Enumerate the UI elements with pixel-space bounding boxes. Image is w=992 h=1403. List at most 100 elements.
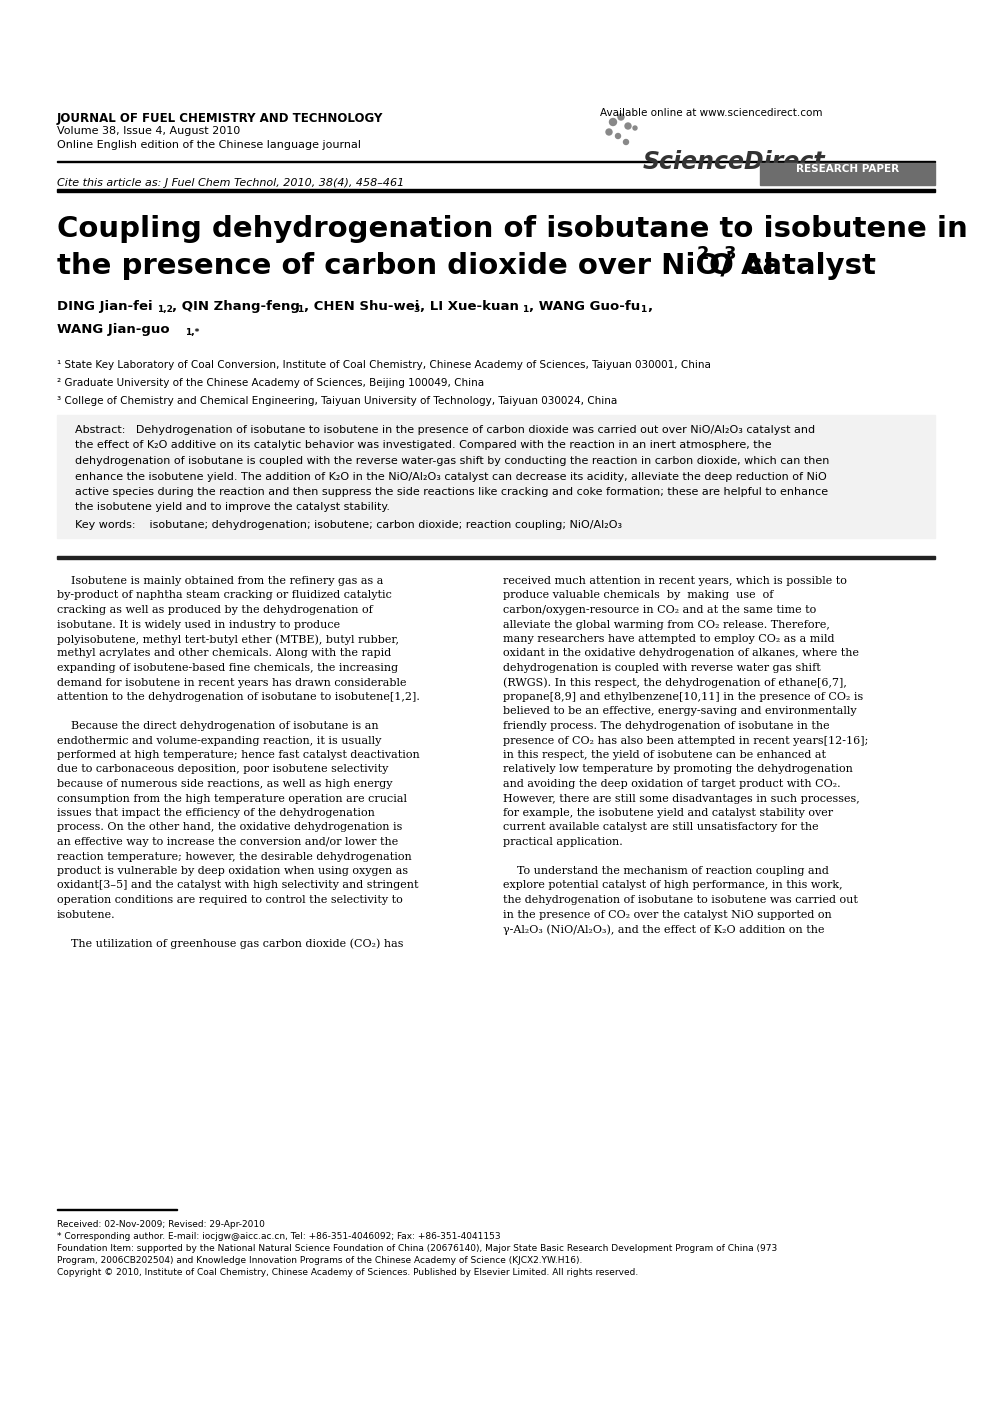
Text: dehydrogenation of isobutane is coupled with the reverse water-gas shift by cond: dehydrogenation of isobutane is coupled … [75, 456, 829, 466]
Text: Online English edition of the Chinese language journal: Online English edition of the Chinese la… [57, 140, 361, 150]
Text: ³ College of Chemistry and Chemical Engineering, Taiyuan University of Technolog: ³ College of Chemistry and Chemical Engi… [57, 396, 617, 405]
Text: (RWGS). In this respect, the dehydrogenation of ethane[6,7],: (RWGS). In this respect, the dehydrogena… [503, 678, 847, 687]
Text: isobutane. It is widely used in industry to produce: isobutane. It is widely used in industry… [57, 620, 340, 630]
Text: consumption from the high temperature operation are crucial: consumption from the high temperature op… [57, 794, 407, 804]
Text: practical application.: practical application. [503, 838, 623, 847]
Text: process. On the other hand, the oxidative dehydrogenation is: process. On the other hand, the oxidativ… [57, 822, 403, 832]
Text: DING Jian-fei: DING Jian-fei [57, 300, 153, 313]
Text: 1,2: 1,2 [157, 304, 173, 314]
Circle shape [625, 123, 631, 129]
Text: JOURNAL OF FUEL CHEMISTRY AND TECHNOLOGY: JOURNAL OF FUEL CHEMISTRY AND TECHNOLOGY [57, 112, 383, 125]
Text: reaction temperature; however, the desirable dehydrogenation: reaction temperature; however, the desir… [57, 852, 412, 861]
Text: friendly process. The dehydrogenation of isobutane in the: friendly process. The dehydrogenation of… [503, 721, 829, 731]
Text: active species during the reaction and then suppress the side reactions like cra: active species during the reaction and t… [75, 487, 828, 497]
Text: 1: 1 [297, 304, 304, 314]
Text: attention to the dehydrogenation of isobutane to isobutene[1,2].: attention to the dehydrogenation of isob… [57, 692, 420, 702]
Text: presence of CO₂ has also been attempted in recent years[12-16];: presence of CO₂ has also been attempted … [503, 735, 868, 745]
Text: RESEARCH PAPER: RESEARCH PAPER [796, 164, 899, 174]
Text: 2: 2 [697, 246, 709, 262]
Text: demand for isobutene in recent years has drawn considerable: demand for isobutene in recent years has… [57, 678, 407, 687]
Text: isobutene.: isobutene. [57, 909, 116, 919]
Text: Program, 2006CB202504) and Knowledge Innovation Programs of the Chinese Academy : Program, 2006CB202504) and Knowledge Inn… [57, 1256, 582, 1266]
Bar [57, 1208, 177, 1209]
Text: catalyst: catalyst [735, 253, 876, 281]
Text: by-product of naphtha steam cracking or fluidized catalytic: by-product of naphtha steam cracking or … [57, 591, 392, 600]
Text: dehydrogenation is coupled with reverse water gas shift: dehydrogenation is coupled with reverse … [503, 664, 820, 673]
Text: the presence of carbon dioxide over NiO/ Al: the presence of carbon dioxide over NiO/… [57, 253, 774, 281]
Text: the effect of K₂O additive on its catalytic behavior was investigated. Compared : the effect of K₂O additive on its cataly… [75, 441, 772, 450]
Text: because of numerous side reactions, as well as high energy: because of numerous side reactions, as w… [57, 779, 393, 788]
Text: for example, the isobutene yield and catalyst stability over: for example, the isobutene yield and cat… [503, 808, 833, 818]
Text: * Corresponding author. E-mail: iocjgw@aicc.ac.cn, Tel: +86-351-4046092; Fax: +8: * Corresponding author. E-mail: iocjgw@a… [57, 1232, 501, 1242]
Text: in this respect, the yield of isobutene can be enhanced at: in this respect, the yield of isobutene … [503, 751, 826, 760]
Text: the isobutene yield and to improve the catalyst stability.: the isobutene yield and to improve the c… [75, 502, 390, 512]
Text: The utilization of greenhouse gas carbon dioxide (CO₂) has: The utilization of greenhouse gas carbon… [57, 939, 404, 948]
Text: cracking as well as produced by the dehydrogenation of: cracking as well as produced by the dehy… [57, 605, 373, 615]
Text: Foundation Item: supported by the National Natural Science Foundation of China (: Foundation Item: supported by the Nation… [57, 1244, 778, 1253]
Bar [57, 160, 935, 161]
Circle shape [633, 126, 637, 130]
Text: produce valuable chemicals  by  making  use  of: produce valuable chemicals by making use… [503, 591, 774, 600]
Text: Coupling dehydrogenation of isobutane to isobutene in: Coupling dehydrogenation of isobutane to… [57, 215, 968, 243]
Text: However, there are still some disadvantages in such processes,: However, there are still some disadvanta… [503, 794, 860, 804]
Text: γ-Al₂O₃ (NiO/Al₂O₃), and the effect of K₂O addition on the: γ-Al₂O₃ (NiO/Al₂O₃), and the effect of K… [503, 925, 824, 934]
Text: explore potential catalyst of high performance, in this work,: explore potential catalyst of high perfo… [503, 881, 842, 891]
Text: Volume 38, Issue 4, August 2010: Volume 38, Issue 4, August 2010 [57, 126, 240, 136]
Text: an effective way to increase the conversion and/or lower the: an effective way to increase the convers… [57, 838, 398, 847]
Text: issues that impact the efficiency of the dehydrogenation: issues that impact the efficiency of the… [57, 808, 375, 818]
Text: and avoiding the deep oxidation of target product with CO₂.: and avoiding the deep oxidation of targe… [503, 779, 840, 788]
Text: WANG Jian-guo: WANG Jian-guo [57, 323, 170, 335]
Bar [57, 556, 935, 558]
Text: product is vulnerable by deep oxidation when using oxygen as: product is vulnerable by deep oxidation … [57, 866, 408, 875]
Circle shape [606, 129, 612, 135]
Text: Received: 02-Nov-2009; Revised: 29-Apr-2010: Received: 02-Nov-2009; Revised: 29-Apr-2… [57, 1221, 265, 1229]
Circle shape [624, 139, 629, 145]
Text: Available online at www.sciencedirect.com: Available online at www.sciencedirect.co… [600, 108, 822, 118]
Text: Isobutene is mainly obtained from the refinery gas as a: Isobutene is mainly obtained from the re… [57, 577, 383, 586]
Text: ² Graduate University of the Chinese Academy of Sciences, Beijing 100049, China: ² Graduate University of the Chinese Aca… [57, 377, 484, 389]
Text: methyl acrylates and other chemicals. Along with the rapid: methyl acrylates and other chemicals. Al… [57, 648, 391, 658]
Text: Key words:    isobutane; dehydrogenation; isobutene; carbon dioxide; reaction co: Key words: isobutane; dehydrogenation; i… [75, 521, 622, 530]
Text: received much attention in recent years, which is possible to: received much attention in recent years,… [503, 577, 847, 586]
Bar [57, 188, 935, 192]
Text: , CHEN Shu-wei: , CHEN Shu-wei [304, 300, 420, 313]
Text: To understand the mechanism of reaction coupling and: To understand the mechanism of reaction … [503, 866, 829, 875]
Text: current available catalyst are still unsatisfactory for the: current available catalyst are still uns… [503, 822, 818, 832]
Text: O: O [708, 253, 733, 281]
Text: endothermic and volume-expanding reaction, it is usually: endothermic and volume-expanding reactio… [57, 735, 381, 745]
Text: Cite this article as: J Fuel Chem Technol, 2010, 38(4), 458–461: Cite this article as: J Fuel Chem Techno… [57, 178, 405, 188]
Text: many researchers have attempted to employ CO₂ as a mild: many researchers have attempted to emplo… [503, 634, 834, 644]
Text: ScienceDirect: ScienceDirect [643, 150, 825, 174]
Text: 1: 1 [522, 304, 529, 314]
Text: alleviate the global warming from CO₂ release. Therefore,: alleviate the global warming from CO₂ re… [503, 620, 830, 630]
Text: 3: 3 [413, 304, 420, 314]
Text: believed to be an effective, energy-saving and environmentally: believed to be an effective, energy-savi… [503, 707, 857, 717]
Text: oxidant[3–5] and the catalyst with high selectivity and stringent: oxidant[3–5] and the catalyst with high … [57, 881, 419, 891]
Text: 1,*: 1,* [185, 328, 199, 337]
Text: enhance the isobutene yield. The addition of K₂O in the NiO/Al₂O₃ catalyst can d: enhance the isobutene yield. The additio… [75, 471, 826, 481]
Text: Copyright © 2010, Institute of Coal Chemistry, Chinese Academy of Sciences. Publ: Copyright © 2010, Institute of Coal Chem… [57, 1268, 638, 1277]
Bar [57, 415, 935, 537]
Text: , LI Xue-kuan: , LI Xue-kuan [420, 300, 519, 313]
Text: Abstract:   Dehydrogenation of isobutane to isobutene in the presence of carbon : Abstract: Dehydrogenation of isobutane t… [75, 425, 815, 435]
Text: ¹ State Key Laboratory of Coal Conversion, Institute of Coal Chemistry, Chinese : ¹ State Key Laboratory of Coal Conversio… [57, 361, 711, 370]
Circle shape [609, 118, 616, 125]
Text: the dehydrogenation of isobutane to isobutene was carried out: the dehydrogenation of isobutane to isob… [503, 895, 858, 905]
Text: in the presence of CO₂ over the catalyst NiO supported on: in the presence of CO₂ over the catalyst… [503, 909, 831, 919]
Bar [760, 163, 935, 185]
Text: , WANG Guo-fu: , WANG Guo-fu [529, 300, 640, 313]
Text: , QIN Zhang-feng: , QIN Zhang-feng [172, 300, 300, 313]
Text: expanding of isobutene-based fine chemicals, the increasing: expanding of isobutene-based fine chemic… [57, 664, 398, 673]
Text: oxidant in the oxidative dehydrogenation of alkanes, where the: oxidant in the oxidative dehydrogenation… [503, 648, 859, 658]
Text: 1: 1 [640, 304, 646, 314]
Text: 3: 3 [724, 246, 736, 262]
Text: ,: , [647, 300, 652, 313]
Circle shape [618, 114, 624, 121]
Text: polyisobutene, methyl tert-butyl ether (MTBE), butyl rubber,: polyisobutene, methyl tert-butyl ether (… [57, 634, 399, 644]
Text: performed at high temperature; hence fast catalyst deactivation: performed at high temperature; hence fas… [57, 751, 420, 760]
Text: relatively low temperature by promoting the dehydrogenation: relatively low temperature by promoting … [503, 765, 853, 774]
Text: operation conditions are required to control the selectivity to: operation conditions are required to con… [57, 895, 403, 905]
Circle shape [615, 133, 621, 139]
Text: Because the direct dehydrogenation of isobutane is an: Because the direct dehydrogenation of is… [57, 721, 379, 731]
Text: carbon/oxygen-resource in CO₂ and at the same time to: carbon/oxygen-resource in CO₂ and at the… [503, 605, 816, 615]
